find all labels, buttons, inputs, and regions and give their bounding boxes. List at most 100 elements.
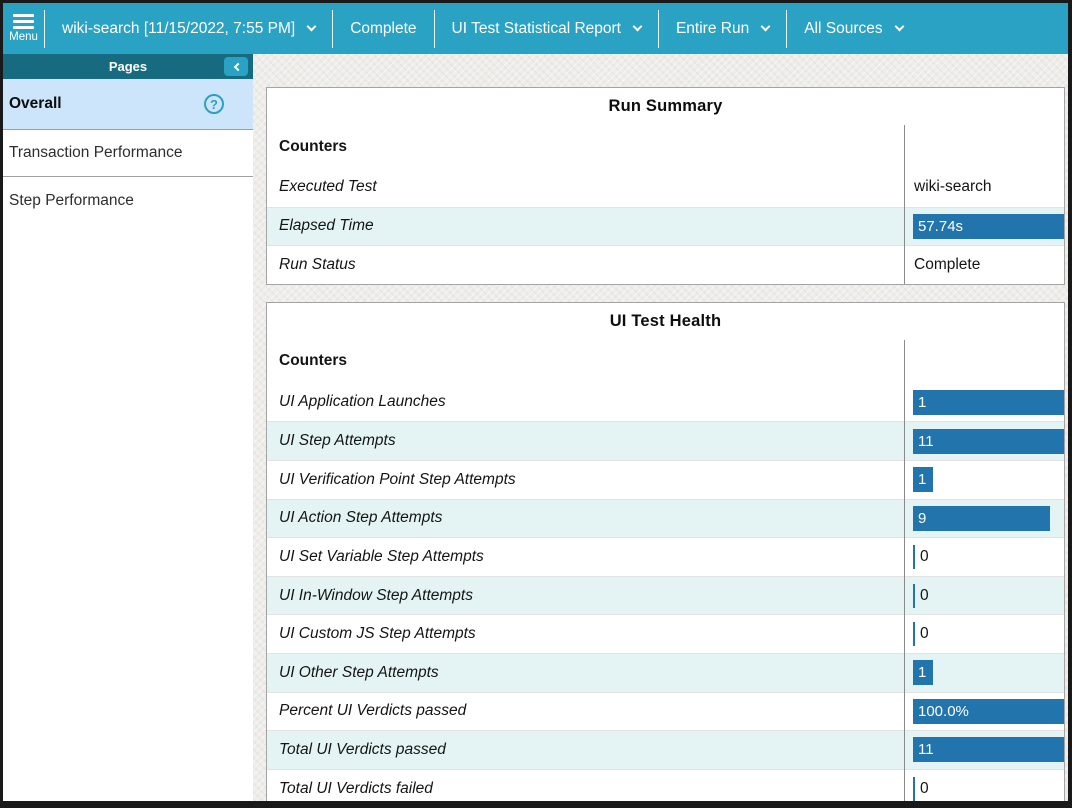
value-bar: 9: [913, 505, 1050, 531]
value-text: 1: [918, 471, 927, 489]
menu-label: Menu: [9, 31, 38, 43]
row-label: Run Status: [279, 255, 356, 273]
topbar-separator: [332, 9, 334, 48]
row-label: Total UI Verdicts failed: [279, 779, 433, 797]
table-row: Run Status Complete: [267, 245, 1064, 284]
value-bar: 1: [913, 467, 933, 493]
value-bar: 1: [913, 389, 1064, 415]
sidebar-item-label: Overall: [9, 95, 62, 112]
main-content: Run Summary Counters Executed Test wiki-sea…: [253, 54, 1068, 801]
counters-header-row: Counters: [267, 340, 1064, 383]
topbar-separator: [786, 9, 788, 48]
counters-header: Counters: [279, 137, 348, 155]
value-text: Complete: [914, 255, 981, 273]
sidebar-item-overall[interactable]: Overall?: [3, 79, 253, 130]
value-text: 100.0%: [918, 702, 969, 720]
table-row: UI In-Window Step Attempts 0: [267, 575, 1064, 615]
sources-selector[interactable]: All Sources: [787, 3, 919, 54]
sidebar-item-transaction-performance[interactable]: Transaction Performance: [3, 130, 253, 177]
zero-tick-bar: [913, 583, 915, 608]
chevron-down-icon: [894, 21, 905, 32]
table-row: UI Other Step Attempts 1: [267, 652, 1064, 692]
zero-tick-bar: [913, 776, 915, 801]
report-card: Run Summary Counters Executed Test wiki-sea…: [266, 87, 1065, 285]
row-label: UI Other Step Attempts: [279, 663, 439, 681]
row-label: Executed Test: [279, 178, 377, 196]
value-bar: 100.0%: [913, 698, 1064, 724]
row-label: Total UI Verdicts passed: [279, 740, 446, 758]
sidebar-item-step-performance[interactable]: Step Performance: [3, 177, 253, 224]
column-divider: [904, 125, 905, 284]
content-area: Pages Overall? Transaction Performance Ste…: [3, 54, 1068, 801]
value-text: 0: [920, 586, 929, 604]
chevron-down-icon: [760, 21, 771, 32]
time-range-selector-label: Entire Run: [675, 19, 750, 37]
sidebar-item-label: Step Performance: [9, 191, 134, 209]
row-label: UI Set Variable Step Attempts: [279, 547, 484, 565]
row-label: UI Step Attempts: [279, 432, 396, 450]
help-icon[interactable]: ?: [204, 94, 224, 114]
table-row: Total UI Verdicts passed 11: [267, 730, 1064, 769]
topbar-separator: [433, 9, 435, 48]
time-range-selector[interactable]: Entire Run: [659, 3, 786, 54]
value-text: wiki-search: [914, 178, 992, 196]
row-label: Percent UI Verdicts passed: [279, 702, 467, 720]
row-label: UI Action Step Attempts: [279, 509, 443, 527]
topbar: Menu wiki-search [11/15/2022, 7:55 PM] Co…: [3, 3, 1068, 54]
run-selector[interactable]: wiki-search [11/15/2022, 7:55 PM]: [45, 3, 332, 54]
table-row: UI Action Step Attempts 9: [267, 498, 1064, 538]
value-text: 57.74s: [918, 217, 964, 235]
column-divider: [904, 339, 905, 801]
sidebar-collapse-button[interactable]: [224, 57, 248, 76]
zero-tick-bar: [913, 544, 915, 569]
card-body: Counters Executed Test wiki-search Elapsed …: [267, 125, 1064, 284]
value-text: 1: [918, 393, 927, 411]
row-label: UI In-Window Step Attempts: [279, 586, 473, 604]
report-type-selector-label: UI Test Statistical Report: [451, 19, 621, 37]
value-bar: 57.74s: [913, 213, 1064, 239]
chevron-left-icon: [233, 62, 242, 71]
chevron-down-icon: [632, 21, 643, 32]
hamburger-icon: [13, 14, 34, 29]
counters-header-row: Counters: [267, 125, 1064, 168]
card-body: Counters UI Application Launches 1 UI Step …: [267, 339, 1064, 801]
value-text: 0: [920, 779, 929, 797]
table-row: UI Verification Point Step Attempts 1: [267, 459, 1064, 499]
run-status-label: Complete: [350, 19, 417, 37]
row-label: UI Application Launches: [279, 393, 446, 411]
topbar-separator: [657, 9, 659, 48]
table-row: UI Custom JS Step Attempts 0: [267, 614, 1064, 653]
run-selector-label: wiki-search [11/15/2022, 7:55 PM]: [62, 19, 296, 37]
table-row: Total UI Verdicts failed 0: [267, 768, 1064, 801]
value-text: 9: [918, 509, 927, 527]
card-title: Run Summary: [608, 97, 723, 115]
value-text: 11: [918, 432, 934, 450]
pages-header-label: Pages: [108, 59, 148, 74]
value-bar: 11: [913, 428, 1064, 454]
table-row: UI Application Launches 1: [267, 383, 1064, 422]
value-text: 0: [920, 547, 929, 565]
menu-button[interactable]: Menu: [3, 3, 44, 54]
counters-header: Counters: [279, 352, 348, 370]
topbar-separator: [44, 9, 45, 48]
table-row: Executed Test wiki-search: [267, 168, 1064, 207]
table-row: Elapsed Time 57.74s: [267, 206, 1064, 246]
value-bar: 11: [913, 737, 1064, 763]
sources-selector-label: All Sources: [804, 19, 883, 37]
report-type-selector[interactable]: UI Test Statistical Report: [435, 3, 658, 54]
chevron-down-icon: [306, 21, 317, 32]
value-bar: 1: [913, 660, 933, 686]
zero-tick-bar: [913, 622, 915, 647]
card-title: UI Test Health: [609, 311, 722, 330]
sidebar-filler: [3, 224, 253, 801]
table-row: Percent UI Verdicts passed 100.0%: [267, 691, 1064, 731]
sidebar-item-label: Transaction Performance: [9, 144, 183, 161]
row-label: UI Verification Point Step Attempts: [279, 470, 516, 488]
row-label: Elapsed Time: [279, 217, 374, 235]
value-text: 0: [920, 625, 929, 643]
row-label: UI Custom JS Step Attempts: [279, 625, 476, 643]
table-row: UI Set Variable Step Attempts 0: [267, 537, 1064, 576]
run-status: Complete: [333, 3, 433, 54]
table-row: UI Step Attempts 11: [267, 421, 1064, 460]
